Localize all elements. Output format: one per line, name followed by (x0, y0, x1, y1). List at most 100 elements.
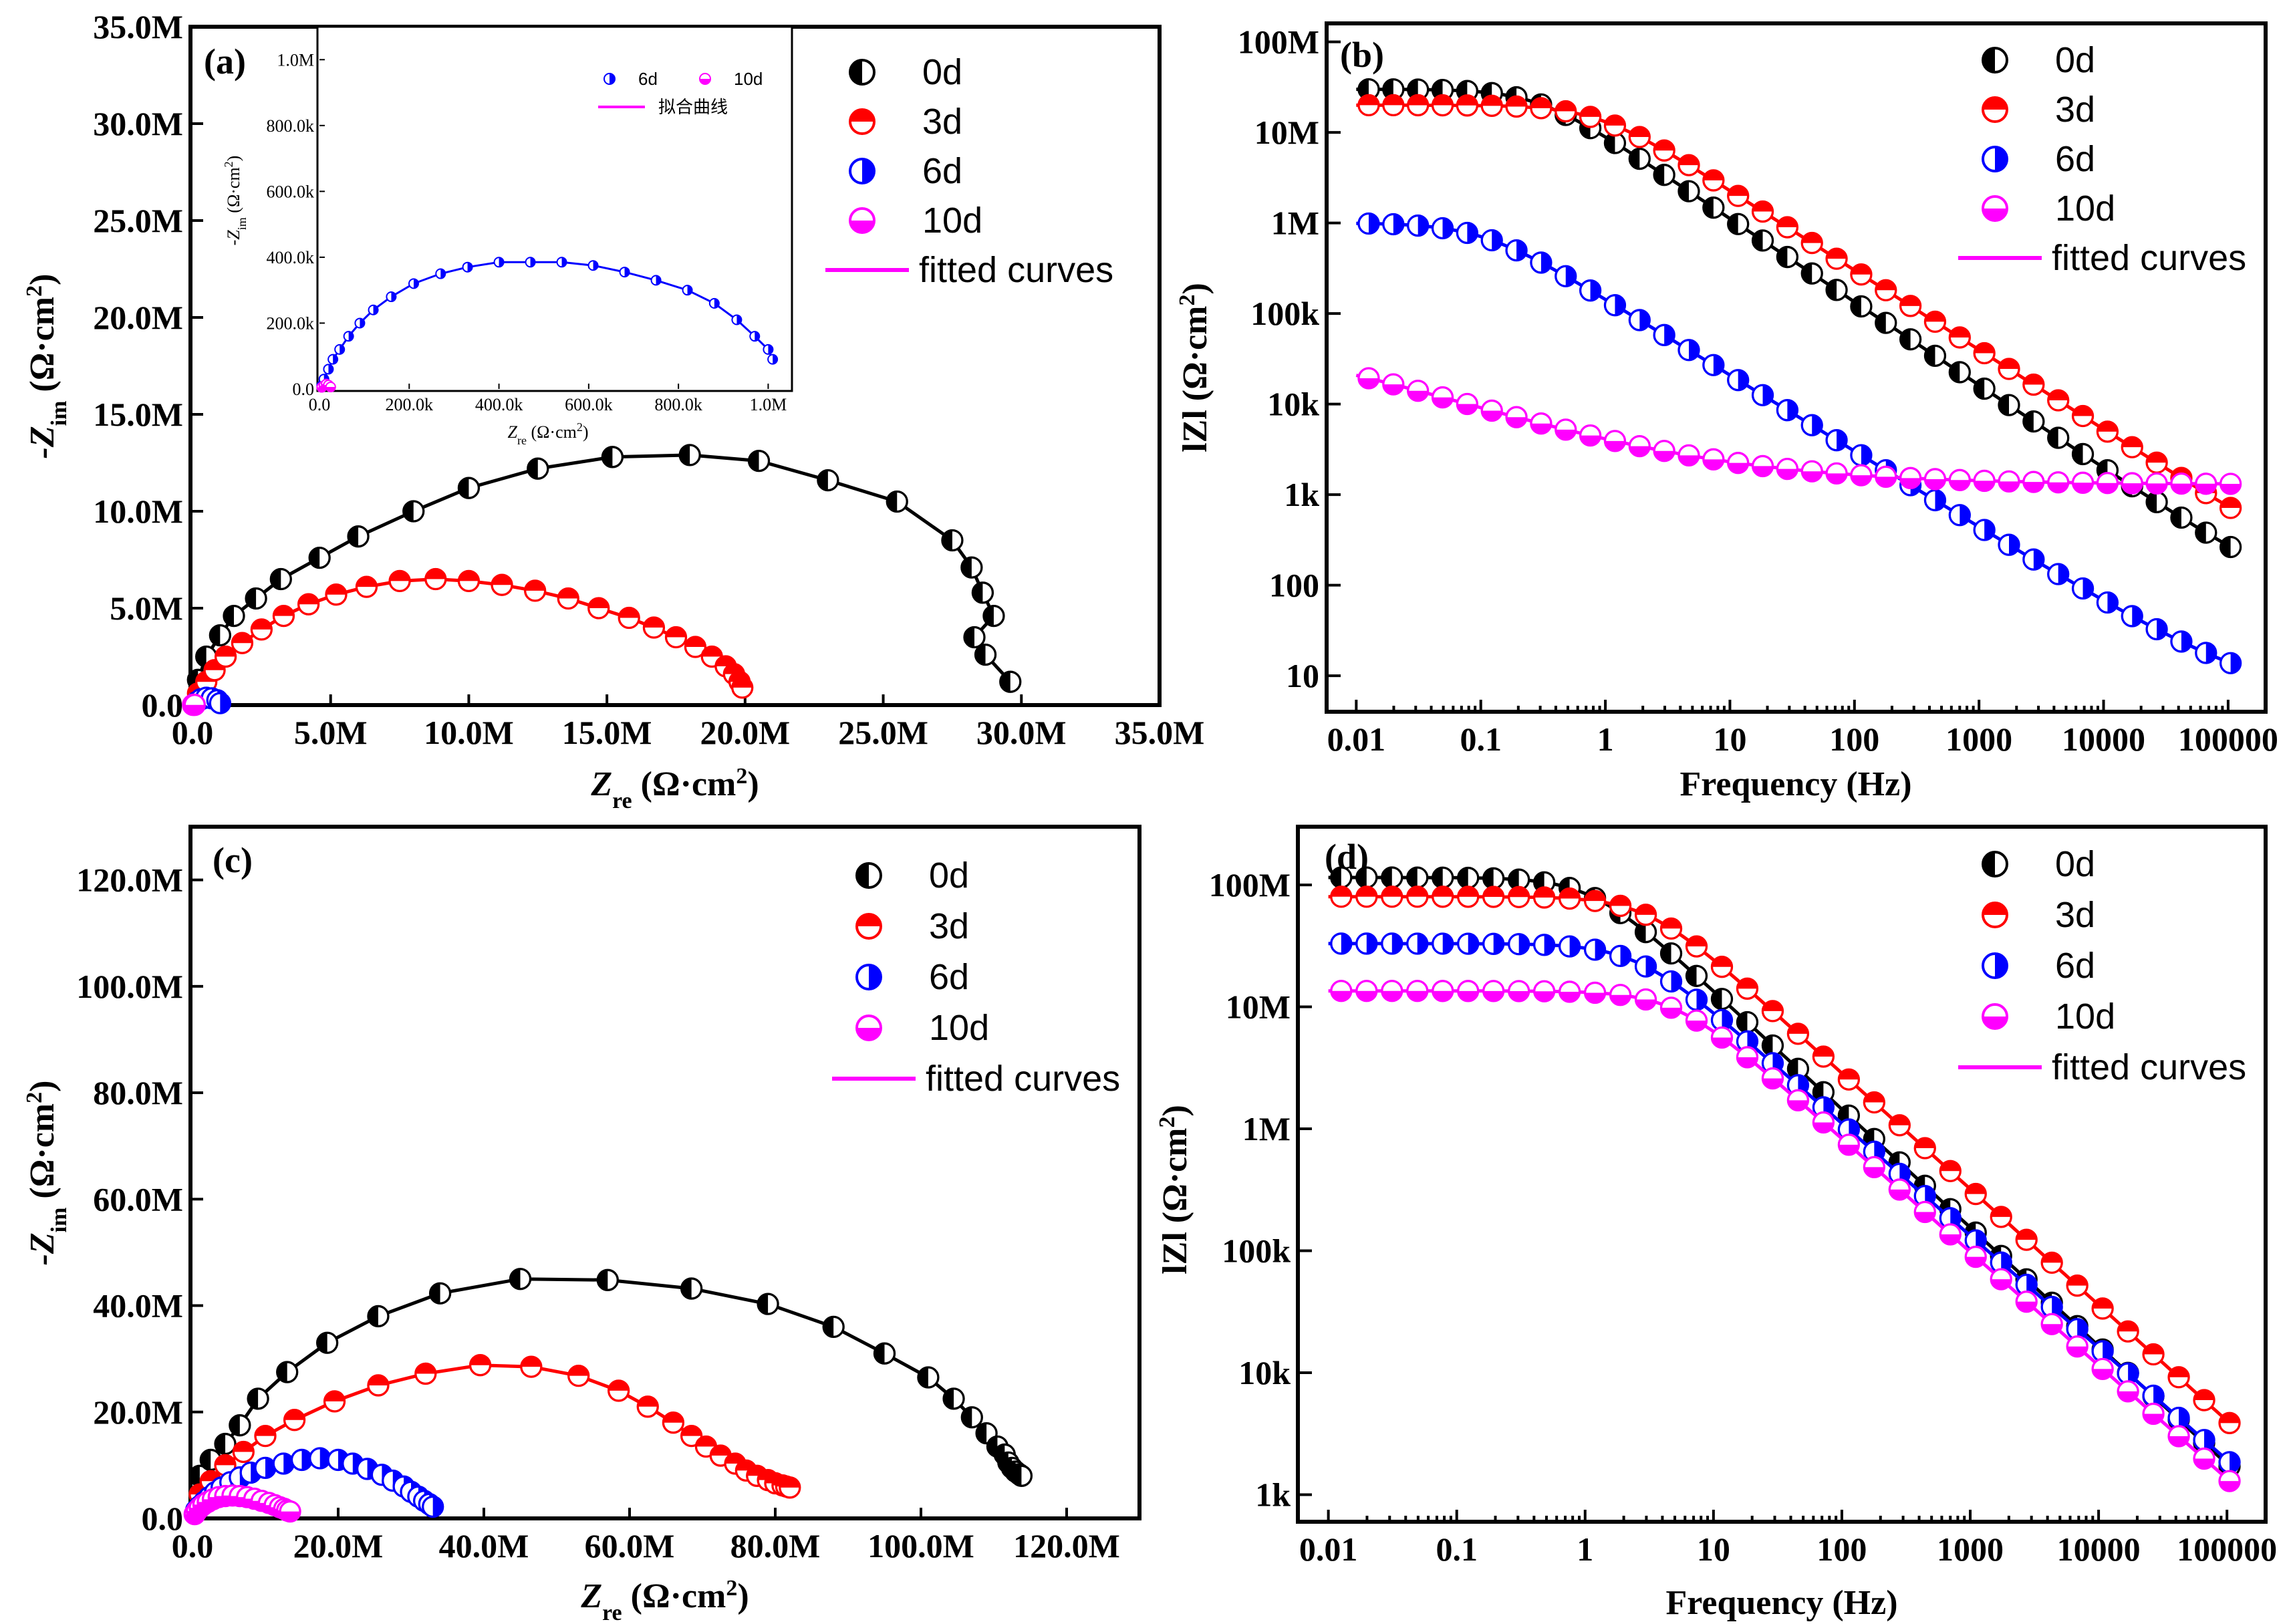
data-point-10d-fill (1686, 1021, 1707, 1031)
data-point-6d (1583, 938, 1607, 961)
panel-c-legend: 0d 3d 6d 10d fitted curves (832, 855, 1120, 1099)
data-point-0d (2219, 535, 2242, 559)
data-point-0d (817, 468, 839, 492)
data-point-6d-fill (1837, 430, 1847, 450)
legend-label-3d: 3d (922, 102, 962, 142)
data-point-3d-fill (619, 607, 640, 618)
data-point-3d-fill (2147, 452, 2167, 463)
data-point-3d (457, 569, 481, 593)
data-point-0d (1825, 279, 1848, 301)
data-point-10d (1786, 1089, 1810, 1111)
data-point-3d (664, 626, 688, 649)
y-tick-label: 10M (1226, 988, 1291, 1026)
data-point-3d (1727, 184, 1750, 207)
data-point-3d (1382, 94, 1405, 117)
data-point-10d-fill (2143, 1413, 2164, 1424)
y-tick-label: 100M (1238, 23, 1319, 61)
panel-b-data (1355, 78, 2242, 674)
data-point-0d-fill (942, 530, 952, 551)
data-point-6d-fill (2181, 631, 2191, 652)
legend-label-10d: 10d (2055, 996, 2115, 1037)
data-point-6d (1702, 354, 1725, 376)
data-point-6d (1776, 399, 1799, 422)
data-point-3d (1653, 139, 1675, 162)
data-point-3d (297, 593, 320, 616)
data-point-6d (2121, 605, 2143, 628)
data-point-0d-fill (749, 450, 759, 471)
data-point-0d (1330, 866, 1353, 889)
data-point-6d (2195, 642, 2217, 664)
data-point-6d (1634, 955, 1657, 978)
data-point-10d-fill (2171, 483, 2191, 494)
data-point-3d (1555, 100, 1577, 123)
data-point-10d-fill (2042, 1324, 2062, 1335)
data-point-6d-fill (1620, 946, 1631, 966)
y-tick-label: 10k (1267, 386, 1319, 423)
data-point-3d (1800, 231, 1823, 255)
data-point-0d-fill (1712, 988, 1722, 1009)
inset-point-6d (435, 268, 446, 279)
inset-point-6d-fill (391, 292, 396, 302)
data-point-6d (1825, 429, 1848, 452)
data-point-6d-fill (1516, 240, 1527, 261)
data-point-6d (1964, 1229, 1987, 1252)
data-point-0d (886, 490, 908, 513)
data-point-0d (347, 525, 370, 548)
inset-point-6d (749, 331, 761, 342)
data-point-0d-fill (983, 605, 994, 626)
data-point-3d-fill (1827, 249, 1847, 259)
inset-point-6d (354, 317, 366, 329)
data-point-3d-fill (2048, 390, 2068, 401)
data-point-3d-fill (1889, 1115, 1910, 1125)
data-point-10d-fill (2169, 1436, 2189, 1447)
data-point-6d-fill (2033, 549, 2044, 570)
data-point-0d (2145, 491, 2168, 513)
data-point-10d (1875, 465, 1897, 489)
legend-marker-10d-fill (1983, 209, 2007, 221)
data-point-0d (315, 1331, 339, 1354)
data-point-0d (428, 1282, 452, 1305)
legend-marker-3d-fill (1983, 903, 2007, 915)
data-point-0d-fill (210, 625, 221, 646)
data-point-6d-fill (2157, 619, 2167, 640)
data-point-10d (2096, 472, 2119, 495)
inset-x-tick-label: 0.0 (309, 395, 331, 414)
data-point-3d-fill (458, 571, 479, 581)
data-point-0d (527, 457, 549, 480)
panel-c-y-title: -Zim (Ω·cm2) (22, 1081, 72, 1266)
data-point-6d-fill (2026, 1274, 2037, 1295)
data-point-6d (1530, 251, 1553, 274)
inset-point-6d-fill (467, 262, 473, 272)
data-point-0d-fill (271, 569, 281, 589)
data-point-3d-fill (492, 575, 513, 585)
data-point-10d-fill (1678, 455, 1699, 466)
data-point-0d (229, 1414, 251, 1437)
data-point-0d-fill (348, 526, 359, 547)
data-point-10d-fill (1915, 1212, 1935, 1222)
data-point-3d (1659, 917, 1683, 940)
data-point-3d (1406, 886, 1429, 908)
data-point-0d (209, 624, 231, 647)
data-point-0d (1685, 964, 1708, 987)
y-tick-label: 30.0M (93, 105, 183, 142)
data-point-3d-fill (1703, 170, 1724, 180)
data-point-10d-fill (2067, 1346, 2088, 1357)
data-point-0d (678, 444, 701, 466)
inset-point-6d-fill (373, 305, 378, 315)
panel-d-legend: 0d 3d 6d 10d fitted curves (1958, 844, 2246, 1087)
data-point-10d-fill (2072, 483, 2093, 493)
data-point-10d-fill (2118, 1391, 2139, 1401)
data-point-10d (1761, 1067, 1784, 1090)
inset-point-6d-fill (624, 267, 630, 277)
data-point-0d (822, 1315, 845, 1339)
data-point-3d-fill (1686, 936, 1707, 947)
data-point-0d (917, 1366, 940, 1389)
data-point-0d (457, 477, 481, 499)
data-point-10d (1634, 988, 1657, 1011)
data-point-3d-fill (2143, 1344, 2164, 1355)
data-point-3d-fill (255, 1426, 275, 1436)
data-point-0d-fill (964, 627, 975, 648)
data-point-10d (2066, 1335, 2089, 1358)
data-point-6d-fill (1492, 230, 1502, 251)
x-tick-label: 20.0M (700, 714, 791, 751)
